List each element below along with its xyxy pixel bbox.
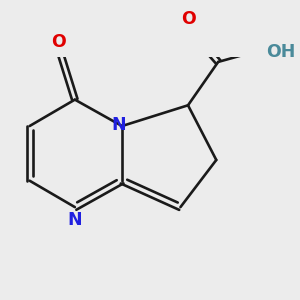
Text: O: O (182, 10, 196, 28)
Text: O: O (51, 33, 66, 51)
Text: N: N (112, 116, 126, 134)
Text: N: N (68, 212, 82, 230)
Text: OH: OH (266, 43, 295, 61)
